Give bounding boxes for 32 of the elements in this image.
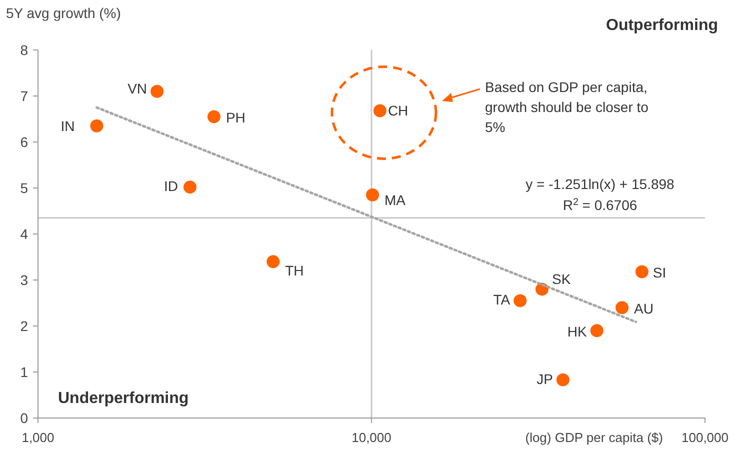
y-tick-label: 8 — [20, 42, 28, 58]
y-tick-label: 2 — [20, 318, 28, 334]
y-tick-label: 1 — [20, 364, 28, 380]
annotation: TA — [493, 292, 511, 308]
x-tick-label: 1,000 — [22, 430, 54, 445]
annotation: IN — [60, 118, 75, 134]
annotation: AU — [634, 300, 654, 317]
x-tick-label: 100,000 — [682, 430, 728, 445]
text: Outperforming — [606, 17, 718, 34]
annotation: R$^{2}$ = 0.6706 — [562, 196, 638, 213]
annotation: SI — [652, 264, 666, 281]
annotation: SK — [552, 271, 572, 288]
annotation: TH — [285, 262, 304, 279]
y-axis-title: 5Y avg growth (%) — [6, 5, 121, 21]
annotation: Based on GDP per capita, growth should be closer to 5% — [485, 79, 649, 135]
y-tick-label: 3 — [20, 272, 28, 288]
annotation: VN — [128, 80, 148, 96]
annotation: JP — [536, 370, 553, 387]
annotation: y = -1.251ln(x) + 15.898 — [526, 176, 675, 192]
y-tick-label: 4 — [20, 226, 28, 242]
x-axis-title: (log) GDP per capita ($) — [525, 430, 663, 445]
annotation: HK — [567, 324, 588, 340]
x-tick-label: 10,000 — [352, 430, 392, 445]
annotation: CH — [388, 102, 408, 119]
y-tick-label: 5 — [20, 180, 28, 196]
annotation: PH — [226, 110, 246, 126]
annotation: Underperforming — [58, 390, 189, 407]
y-tick-label: 7 — [20, 88, 28, 104]
annotation: ID — [164, 178, 178, 194]
annotation: MA — [384, 192, 406, 208]
y-tick-label: 6 — [20, 134, 28, 150]
y-tick-label: 0 — [20, 410, 28, 426]
